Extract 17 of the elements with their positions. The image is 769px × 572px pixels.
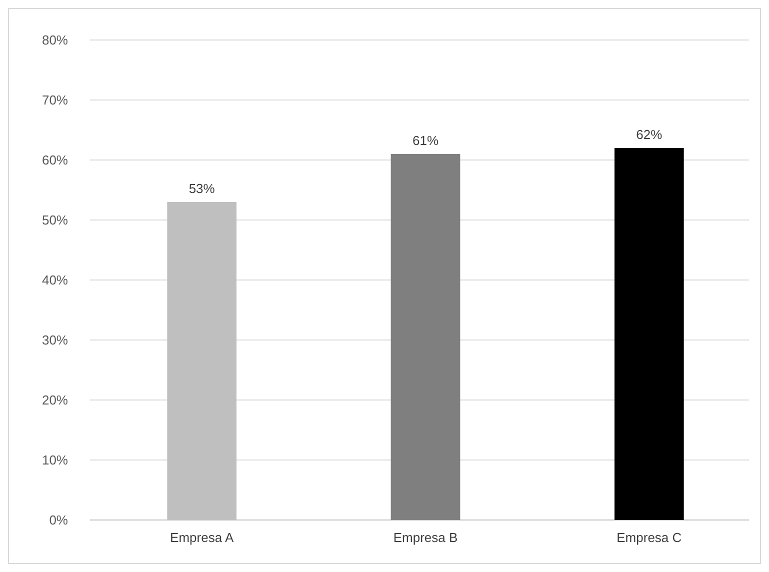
bar bbox=[390, 154, 460, 520]
x-tick-label: Empresa B bbox=[393, 530, 458, 545]
y-tick-label: 70% bbox=[42, 92, 68, 108]
y-tick-label: 80% bbox=[42, 32, 68, 48]
y-tick-label: 40% bbox=[42, 272, 68, 288]
y-tick-label: 30% bbox=[42, 332, 68, 348]
data-label: 53% bbox=[188, 181, 216, 196]
x-tick-label: Empresa C bbox=[616, 530, 682, 545]
data-label: 61% bbox=[412, 133, 439, 148]
x-tick-label: Empresa A bbox=[170, 530, 234, 545]
y-tick-label: 60% bbox=[42, 152, 68, 168]
y-tick-label: 10% bbox=[42, 452, 68, 468]
data-label: 62% bbox=[636, 127, 663, 142]
y-tick-label: 0% bbox=[49, 512, 68, 528]
y-tick-label: 50% bbox=[42, 212, 68, 228]
y-tick-label: 20% bbox=[42, 392, 68, 408]
bar bbox=[614, 148, 684, 520]
